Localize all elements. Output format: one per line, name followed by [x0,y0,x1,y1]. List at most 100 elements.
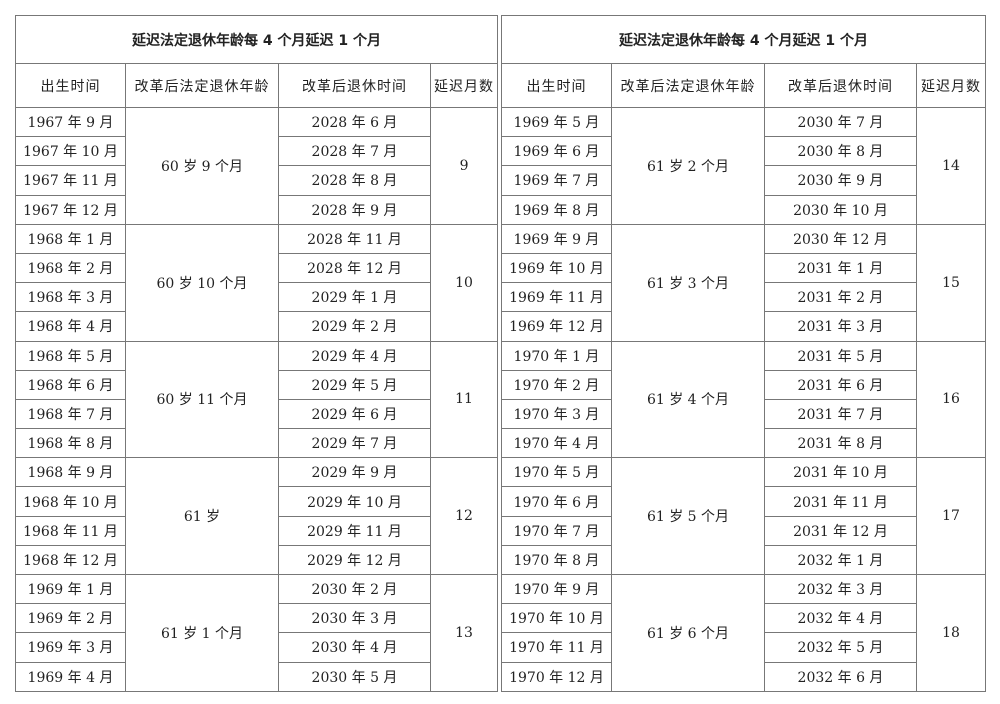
birth-time-cell: 1969 年 5 月 [501,106,612,138]
birth-time-cell: 1970 年 8 月 [501,544,612,576]
birth-time-cell: 1968 年 6 月 [15,369,126,400]
birth-time-cell: 1970 年 6 月 [501,486,612,517]
retirement-time-cell: 2030 年 8 月 [764,136,917,167]
birth-time-cell: 1968 年 5 月 [15,340,126,371]
retirement-time-cell: 2031 年 6 月 [764,369,917,400]
retirement-time-cell: 2029 年 2 月 [278,311,431,342]
retirement-time-cell: 2031 年 11 月 [764,486,917,517]
retirement-time-cell: 2028 年 9 月 [278,194,431,225]
table-row: 1970 年 4 月 2031 年 8 月 [501,428,986,459]
table-row: 1969 年 2 月 2030 年 3 月 [15,603,498,634]
table-row: 1970 年 2 月 2031 年 6 月 [501,369,986,400]
retirement-time-cell: 2029 年 5 月 [278,369,431,400]
table-row: 1967 年 12 月 2028 年 9 月 [15,194,498,225]
retirement-age-cell: 61 岁 5 个月 [611,457,765,575]
table-row: 1968 年 7 月 2029 年 6 月 [15,398,498,430]
retirement-age-cell: 61 岁 [125,457,279,575]
table-row: 1970 年 3 月 2031 年 7 月 [501,398,986,430]
column-header-row: 出生时间 改革后法定退休年龄 改革后退休时间 延迟月数 [15,63,499,108]
retirement-age-cell: 60 岁 10 个月 [125,223,279,342]
birth-time-cell: 1969 年 1 月 [15,573,126,605]
retirement-time-cell: 2028 年 11 月 [278,223,431,254]
birth-time-cell: 1970 年 4 月 [501,428,612,459]
birth-time-cell: 1967 年 12 月 [15,194,126,225]
birth-time-cell: 1970 年 12 月 [501,661,612,692]
retirement-time-cell: 2031 年 5 月 [764,340,917,371]
retirement-age-cell: 61 岁 6 个月 [611,574,765,692]
birth-time-cell: 1970 年 2 月 [501,369,612,400]
birth-time-cell: 1969 年 6 月 [501,136,612,167]
table-row: 1969 年 7 月 2030 年 9 月 [501,165,986,196]
birth-time-cell: 1969 年 11 月 [501,282,612,313]
retirement-time-cell: 2031 年 7 月 [764,398,917,430]
retirement-time-cell: 2031 年 12 月 [764,515,917,546]
delay-months-cell: 15 [915,223,987,342]
birth-time-cell: 1970 年 9 月 [501,573,612,605]
header-retirement-time: 改革后退休时间 [278,63,431,108]
birth-time-cell: 1970 年 10 月 [501,603,612,634]
retirement-time-cell: 2028 年 6 月 [278,106,431,138]
retirement-time-cell: 2031 年 8 月 [764,428,917,459]
retirement-time-cell: 2031 年 10 月 [764,457,917,488]
birth-time-cell: 1968 年 10 月 [15,486,126,517]
table-row: 1968 年 5 月 60 岁 11 个月 2029 年 4 月 11 [15,340,499,459]
table-row: 1968 年 9 月 61 岁 2029 年 9 月 12 [15,457,499,575]
table-row: 1968 年 8 月 2029 年 7 月 [15,428,498,459]
retirement-time-cell: 2030 年 5 月 [278,661,431,692]
header-birth-time: 出生时间 [15,63,126,108]
header-delay-months: 延迟月数 [429,63,499,108]
retirement-age-cell: 61 岁 3 个月 [611,223,765,342]
birth-time-cell: 1968 年 3 月 [15,282,126,313]
delay-months-cell: 16 [915,340,987,459]
retirement-table-left: 延迟法定退休年龄每 4 个月延迟 1 个月 出生时间 改革后法定退休年龄 改革后退休时… [14,15,499,692]
birth-time-cell: 1968 年 4 月 [15,311,126,342]
retirement-time-cell: 2032 年 4 月 [764,603,917,634]
delay-months-cell: 17 [915,457,987,575]
retirement-time-cell: 2030 年 9 月 [764,165,917,196]
birth-time-cell: 1968 年 11 月 [15,515,126,546]
retirement-time-cell: 2029 年 11 月 [278,515,431,546]
table-row: 1969 年 1 月 61 岁 1 个月 2030 年 2 月 13 [15,573,499,692]
birth-time-cell: 1970 年 11 月 [501,632,612,663]
retirement-time-cell: 2029 年 4 月 [278,340,431,371]
birth-time-cell: 1969 年 2 月 [15,603,126,634]
birth-time-cell: 1968 年 12 月 [15,544,126,576]
table-row: 1970 年 5 月 61 岁 5 个月 2031 年 10 月 17 [501,457,987,575]
birth-time-cell: 1968 年 9 月 [15,457,126,488]
birth-time-cell: 1967 年 11 月 [15,165,126,196]
retirement-age-cell: 61 岁 4 个月 [611,340,765,459]
birth-time-cell: 1969 年 7 月 [501,165,612,196]
retirement-time-cell: 2030 年 10 月 [764,194,917,225]
table-row: 1969 年 3 月 2030 年 4 月 [15,632,498,663]
table-row: 1970 年 9 月 61 岁 6 个月 2032 年 3 月 18 [501,573,987,692]
birth-time-cell: 1970 年 7 月 [501,515,612,546]
birth-time-cell: 1968 年 2 月 [15,252,126,284]
table-row: 1970 年 7 月 2031 年 12 月 [501,515,986,546]
retirement-time-cell: 2029 年 10 月 [278,486,431,517]
retirement-time-cell: 2030 年 12 月 [764,223,917,254]
retirement-time-cell: 2029 年 6 月 [278,398,431,430]
delay-months-cell: 11 [429,340,499,459]
delay-months-cell: 14 [915,107,987,225]
delay-months-cell: 12 [429,457,499,575]
table-row: 1968 年 6 月 2029 年 5 月 [15,369,498,400]
table-title: 延迟法定退休年龄每 4 个月延迟 1 个月 [500,15,987,64]
birth-time-cell: 1969 年 3 月 [15,632,126,663]
retirement-time-cell: 2028 年 7 月 [278,136,431,167]
table-title: 延迟法定退休年龄每 4 个月延迟 1 个月 [14,15,499,64]
table-row: 1968 年 2 月 2028 年 12 月 [15,252,498,284]
retirement-age-cell: 61 岁 1 个月 [125,574,279,692]
header-delay-months: 延迟月数 [915,63,987,108]
birth-time-cell: 1970 年 1 月 [501,340,612,371]
birth-time-cell: 1969 年 10 月 [501,252,612,284]
delay-months-cell: 10 [429,223,499,342]
birth-time-cell: 1970 年 3 月 [501,398,612,430]
table-row: 1969 年 4 月 2030 年 5 月 [15,661,498,692]
birth-time-cell: 1968 年 7 月 [15,398,126,430]
table-row: 1969 年 6 月 2030 年 8 月 [501,136,986,167]
table-row: 1969 年 5 月 61 岁 2 个月 2030 年 7 月 14 [501,106,987,225]
delay-months-cell: 9 [429,107,499,225]
birth-time-cell: 1967 年 9 月 [15,106,126,138]
retirement-time-cell: 2028 年 12 月 [278,252,431,284]
retirement-age-cell: 60 岁 9 个月 [125,107,279,225]
